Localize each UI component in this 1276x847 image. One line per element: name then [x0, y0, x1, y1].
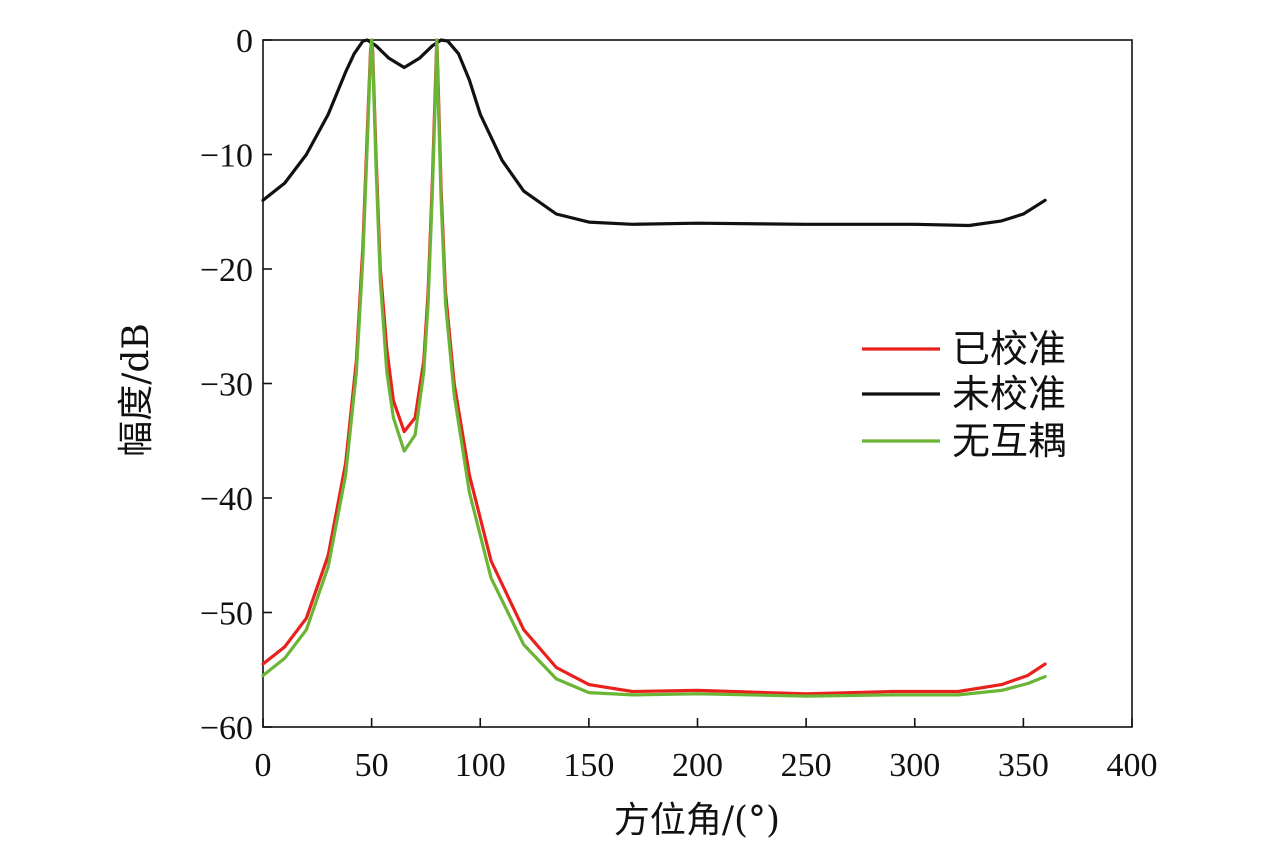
y-tick-label: 0 [236, 23, 253, 60]
x-tick-label: 400 [1107, 747, 1158, 784]
series-line-uncalibrated [261, 38, 1047, 228]
legend-label-no-coupling: 无互耦 [952, 419, 1066, 463]
legend-label-uncalibrated: 未校准 [952, 372, 1066, 416]
x-axis: 0 50 100 150 200 250 300 350 400 [255, 718, 1158, 784]
y-axis-label: 幅度/dB [116, 323, 157, 457]
y-tick-label: −10 [200, 138, 253, 175]
y-tick-label: −20 [200, 252, 253, 289]
series-layer [261, 38, 1047, 698]
y-tick-label: −40 [200, 481, 253, 518]
y-axis: 0 −10 −20 −30 −40 −50 −60 [200, 23, 272, 747]
series-line-calibrated [261, 38, 1047, 696]
x-tick-label: 50 [355, 747, 389, 784]
x-tick-label: 150 [563, 747, 614, 784]
x-tick-label: 0 [255, 747, 272, 784]
x-axis-label: 方位角/(°) [614, 800, 780, 841]
x-tick-label: 250 [781, 747, 832, 784]
x-tick-label: 100 [455, 747, 506, 784]
x-tick-label: 350 [998, 747, 1049, 784]
legend-label-calibrated: 已校准 [952, 327, 1066, 371]
y-tick-label: −30 [200, 367, 253, 404]
x-tick-label: 200 [672, 747, 723, 784]
x-tick-label: 300 [889, 747, 940, 784]
series-line-no-coupling [261, 38, 1047, 698]
legend: 已校准 未校准 无互耦 [862, 327, 1066, 463]
y-tick-label: −50 [200, 596, 253, 633]
y-tick-label: −60 [200, 710, 253, 747]
